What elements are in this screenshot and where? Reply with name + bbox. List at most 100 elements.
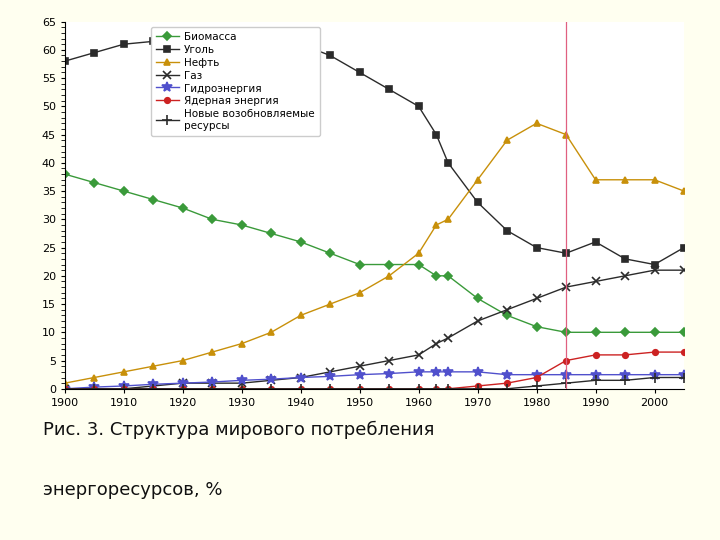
Нефть — [650, 177, 659, 183]
Новые возобновляемые
ресурсы — [90, 386, 99, 392]
Биомасса — [384, 261, 393, 268]
Биомасса — [562, 329, 570, 335]
Газ — [650, 267, 659, 273]
Ядерная энергия — [90, 386, 99, 392]
Газ — [267, 377, 276, 383]
Уголь — [503, 227, 511, 234]
Гидроэнергия — [120, 383, 128, 389]
Биомасса — [297, 239, 305, 245]
Line: Биомасса: Биомасса — [62, 171, 687, 335]
Уголь — [680, 244, 688, 251]
Ядерная энергия — [238, 386, 246, 392]
Уголь — [60, 58, 69, 64]
Биомасса — [473, 295, 482, 302]
Газ — [680, 267, 688, 273]
Газ — [503, 307, 511, 313]
Газ — [208, 380, 217, 387]
Ядерная энергия — [384, 386, 393, 392]
Новые возобновляемые
ресурсы — [179, 386, 187, 392]
Гидроэнергия — [356, 372, 364, 378]
Гидроэнергия — [503, 372, 511, 378]
Line: Газ: Газ — [60, 266, 688, 393]
Нефть — [208, 349, 217, 355]
Гидроэнергия — [297, 374, 305, 381]
Нефть — [60, 380, 69, 387]
Line: Гидроэнергия: Гидроэнергия — [60, 367, 689, 394]
Уголь — [532, 244, 541, 251]
Гидроэнергия — [326, 373, 335, 380]
Новые возобновляемые
ресурсы — [356, 386, 364, 392]
Ядерная энергия — [532, 374, 541, 381]
Гидроэнергия — [591, 372, 600, 378]
Нефть — [621, 177, 629, 183]
Нефть — [179, 357, 187, 364]
Нефть — [591, 177, 600, 183]
Уголь — [149, 38, 158, 45]
Новые возобновляемые
ресурсы — [444, 386, 452, 392]
Нефть — [532, 120, 541, 126]
Уголь — [414, 103, 423, 110]
Ядерная энергия — [326, 386, 335, 392]
Газ — [149, 383, 158, 389]
Газ — [238, 380, 246, 387]
Биомасса — [621, 329, 629, 335]
Биомасса — [149, 197, 158, 203]
Гидроэнергия — [179, 380, 187, 387]
Нефть — [384, 273, 393, 279]
Гидроэнергия — [238, 377, 246, 383]
Биомасса — [208, 216, 217, 222]
Нефть — [90, 374, 99, 381]
Уголь — [238, 35, 246, 42]
Новые возобновляемые
ресурсы — [60, 386, 69, 392]
Нефть — [432, 222, 441, 228]
Газ — [90, 386, 99, 392]
Нефть — [444, 216, 452, 222]
Новые возобновляемые
ресурсы — [384, 386, 393, 392]
Газ — [444, 335, 452, 341]
Ядерная энергия — [473, 383, 482, 389]
Уголь — [297, 41, 305, 48]
Биомасса — [444, 273, 452, 279]
Новые возобновляемые
ресурсы — [120, 386, 128, 392]
Ядерная энергия — [432, 386, 441, 392]
Новые возобновляемые
ресурсы — [591, 377, 600, 383]
Ядерная энергия — [120, 386, 128, 392]
Гидроэнергия — [384, 370, 393, 377]
Биомасса — [120, 188, 128, 194]
Новые возобновляемые
ресурсы — [621, 377, 629, 383]
Ядерная энергия — [356, 386, 364, 392]
Газ — [414, 352, 423, 358]
Legend: Биомасса, Уголь, Нефть, Газ, Гидроэнергия, Ядерная энергия, Новые возобновляемые: Биомасса, Уголь, Нефть, Газ, Гидроэнерги… — [150, 27, 320, 136]
Газ — [384, 357, 393, 364]
Нефть — [149, 363, 158, 369]
Ядерная энергия — [179, 386, 187, 392]
Гидроэнергия — [562, 372, 570, 378]
Биомасса — [60, 171, 69, 177]
Нефть — [297, 312, 305, 319]
Нефть — [356, 289, 364, 296]
Газ — [326, 369, 335, 375]
Уголь — [591, 239, 600, 245]
Нефть — [120, 369, 128, 375]
Line: Уголь: Уголь — [61, 32, 688, 268]
Газ — [432, 340, 441, 347]
Уголь — [650, 261, 659, 268]
Ядерная энергия — [444, 386, 452, 392]
Line: Ядерная энергия: Ядерная энергия — [62, 349, 687, 392]
Биомасса — [503, 312, 511, 319]
Ядерная энергия — [60, 386, 69, 392]
Гидроэнергия — [473, 369, 482, 375]
Уголь — [90, 50, 99, 56]
Ядерная энергия — [414, 386, 423, 392]
Новые возобновляемые
ресурсы — [208, 386, 217, 392]
Нефть — [326, 301, 335, 307]
Уголь — [267, 35, 276, 42]
Новые возобновляемые
ресурсы — [650, 374, 659, 381]
Биомасса — [179, 205, 187, 211]
Гидроэнергия — [414, 369, 423, 375]
Ядерная энергия — [680, 349, 688, 355]
Газ — [356, 363, 364, 369]
Газ — [591, 278, 600, 285]
Газ — [562, 284, 570, 291]
Нефть — [503, 137, 511, 144]
